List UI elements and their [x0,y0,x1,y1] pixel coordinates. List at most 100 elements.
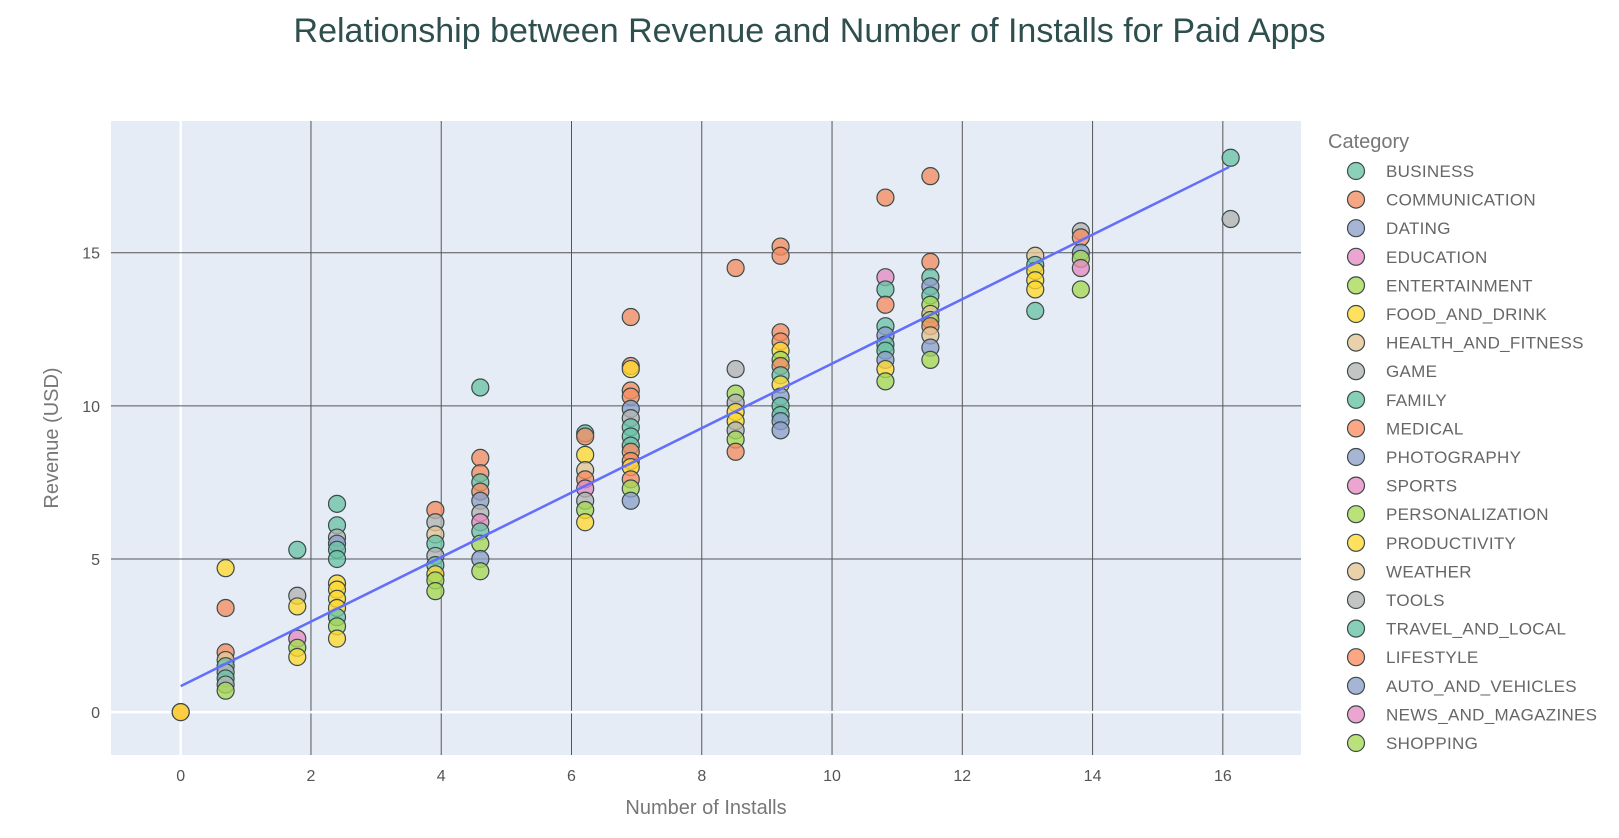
data-point [471,562,490,581]
x-tick-label: 0 [176,768,185,785]
legend-label: AUTO_AND_VEHICLES [1386,677,1577,696]
legend-item[interactable]: FAMILY [1346,390,1448,410]
data-point [621,359,640,379]
x-tick-labels: 0 2 4 6 8 10 12 14 16 [176,768,1232,785]
data-point [216,559,235,578]
legend-label: EDUCATION [1386,248,1488,267]
data-point [726,442,745,461]
y-tick-label: 5 [91,552,100,569]
data-point [621,491,640,510]
legend-item[interactable]: GAME [1346,362,1438,381]
legend-marker [1346,676,1366,695]
legend-item[interactable]: EDUCATION [1346,247,1488,267]
chart-title: Relationship between Revenue and Number … [293,12,1326,50]
x-tick-label: 14 [1084,768,1102,785]
data-point [1071,280,1090,299]
data-point [576,513,595,532]
legend-marker [1346,276,1366,295]
x-tick-label: 12 [953,768,971,785]
data-point [726,359,745,379]
data-point [876,372,895,391]
legend-marker [1346,247,1366,266]
legend-label: ENTERTAINMENT [1386,276,1533,295]
legend-marker [1346,476,1366,495]
legend-label: LIFESTYLE [1386,648,1478,667]
data-point [216,681,235,700]
data-point [1026,301,1045,320]
data-point [288,597,307,616]
legend-item[interactable]: WEATHER [1346,562,1472,581]
legend-item[interactable]: HEALTH_AND_FITNESS [1346,333,1584,353]
data-point [1026,280,1045,299]
y-axis-title: Revenue (USD) [41,367,63,508]
data-point [876,188,895,207]
y-tick-labels: 0 5 10 15 [82,246,100,722]
legend-marker [1346,362,1366,381]
data-point [327,629,347,648]
legend-item[interactable]: FOOD_AND_DRINK [1346,304,1548,324]
data-point [921,167,940,186]
legend-label: TRAVEL_AND_LOCAL [1386,620,1566,639]
data-point [771,246,790,265]
legend: BUSINESS COMMUNICATION DATING EDUCATION ENTE… [1346,161,1598,753]
legend-label: TOOLS [1386,591,1445,610]
y-tick-label: 15 [82,246,100,263]
legend-item[interactable]: ENTERTAINMENT [1346,276,1533,295]
legend-marker [1346,705,1366,724]
data-point [171,703,190,722]
legend-label: PRODUCTIVITY [1386,534,1516,553]
legend-label: BUSINESS [1386,162,1474,181]
data-point [771,421,790,440]
legend-item[interactable]: AUTO_AND_VEHICLES [1346,676,1577,696]
legend-label: PERSONALIZATION [1386,505,1549,524]
legend-label: WEATHER [1386,562,1472,581]
legend-marker [1346,219,1366,238]
legend-item[interactable]: DATING [1346,219,1451,238]
data-point [621,307,640,327]
y-tick-label: 0 [91,705,100,722]
data-point [471,448,490,468]
legend-label: SHOPPING [1386,734,1478,753]
x-tick-label: 16 [1214,768,1232,785]
data-point [576,445,595,464]
legend-marker [1346,505,1366,524]
legend-marker [1346,619,1366,638]
grid-lines [111,121,1301,755]
x-tick-label: 4 [437,768,446,785]
legend-label: GAME [1386,362,1437,381]
legend-item[interactable]: PHOTOGRAPHY [1346,447,1522,467]
data-point [471,378,490,397]
data-point [1071,258,1090,278]
legend-item[interactable]: NEWS_AND_MAGAZINES [1346,705,1598,724]
y-tick-label: 10 [82,399,100,416]
legend-label: DATING [1386,219,1451,238]
legend-item[interactable]: TRAVEL_AND_LOCAL [1346,619,1567,639]
data-point [576,427,595,446]
legend-item[interactable]: SHOPPING [1346,733,1479,753]
data-point [216,598,235,618]
x-tick-label: 2 [307,768,316,785]
data-point [921,350,940,369]
legend-item[interactable]: PERSONALIZATION [1346,505,1549,524]
x-tick-label: 10 [823,768,841,785]
legend-label: MEDICAL [1386,419,1464,438]
legend-item[interactable]: BUSINESS [1346,161,1475,181]
legend-item[interactable]: COMMUNICATION [1346,190,1536,210]
legend-marker [1346,733,1366,753]
x-tick-label: 6 [567,768,576,785]
trend-line [180,165,1230,688]
legend-label: FAMILY [1386,391,1447,410]
legend-label: SPORTS [1386,477,1457,496]
legend-item[interactable]: TOOLS [1346,590,1445,610]
legend-marker [1346,447,1366,467]
legend-marker [1346,390,1366,409]
legend-item[interactable]: PRODUCTIVITY [1346,533,1517,553]
data-point [1221,209,1240,229]
legend-item[interactable]: LIFESTYLE [1346,648,1479,667]
legend-marker [1346,161,1366,181]
data-point [921,252,940,271]
legend-item[interactable]: MEDICAL [1346,419,1464,438]
legend-label: NEWS_AND_MAGAZINES [1386,705,1597,724]
legend-item[interactable]: SPORTS [1346,476,1458,496]
